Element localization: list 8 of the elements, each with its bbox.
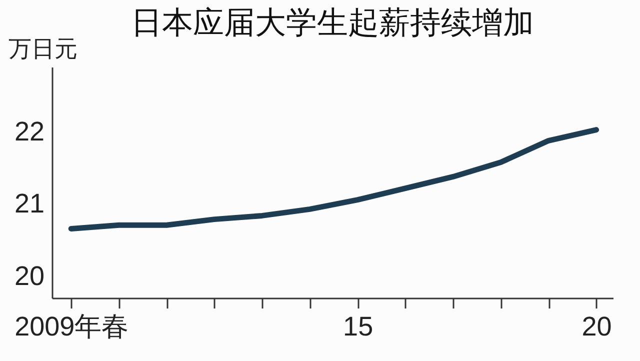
chart-title: 日本应届大学生起薪持续增加: [131, 5, 534, 40]
x-tick-label: 20: [582, 312, 612, 342]
y-tick-label: 22: [14, 116, 44, 146]
x-tick-label: 15: [343, 312, 374, 342]
y-axis-title: 万日元: [8, 36, 78, 62]
x-tick-label: 2009年春: [14, 312, 129, 342]
y-tick-label: 20: [14, 260, 44, 291]
y-tick-label: 21: [14, 188, 44, 219]
